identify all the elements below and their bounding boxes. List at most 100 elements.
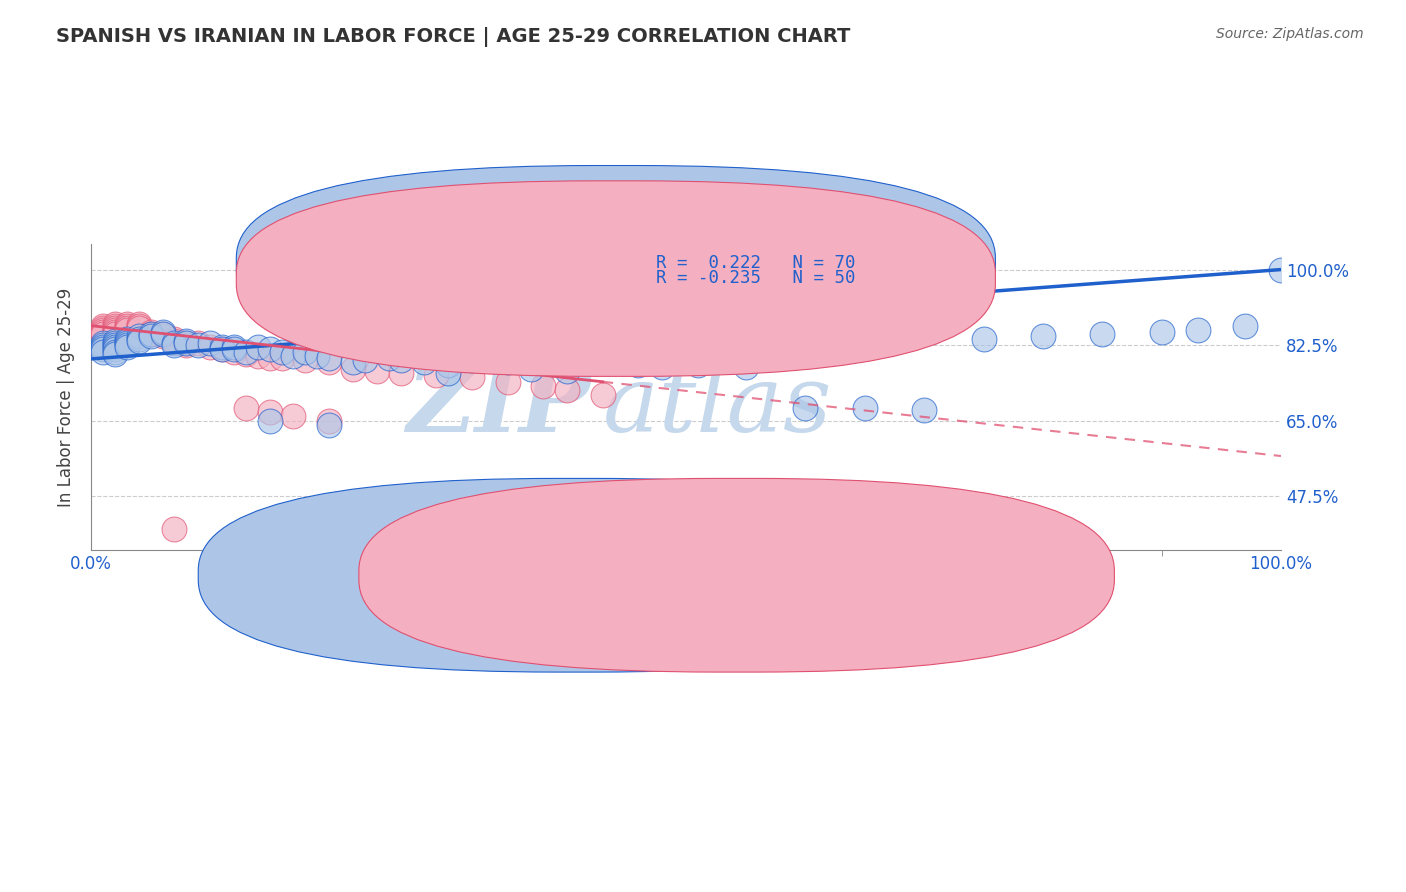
Point (104, 343, 127, 357)
Point (115, 340, 138, 354)
Point (91, 340, 114, 354)
Point (152, 329, 174, 343)
Point (91, 335, 114, 350)
Point (318, 351, 340, 365)
Point (342, 355, 364, 369)
Text: Source: ZipAtlas.com: Source: ZipAtlas.com (1216, 27, 1364, 41)
Point (115, 317, 138, 331)
Point (1150, 325, 1173, 339)
Point (389, 366, 412, 380)
Point (270, 351, 292, 365)
Point (318, 414, 340, 428)
Point (520, 361, 543, 376)
Point (973, 332, 995, 346)
Point (294, 353, 316, 368)
Point (91, 327, 114, 342)
Point (1032, 329, 1054, 343)
Point (128, 329, 150, 343)
FancyBboxPatch shape (198, 478, 953, 672)
Point (163, 338, 186, 352)
Y-axis label: In Labor Force | Age 25-29: In Labor Force | Age 25-29 (58, 287, 75, 507)
Point (176, 335, 198, 350)
Point (115, 318, 138, 333)
Point (259, 405, 281, 419)
Point (163, 522, 186, 536)
Point (555, 384, 578, 398)
Point (104, 334, 127, 348)
Point (104, 340, 127, 354)
Point (235, 344, 257, 359)
Point (91, 343, 114, 357)
Point (163, 332, 186, 346)
Point (531, 379, 554, 393)
Point (235, 401, 257, 415)
Point (555, 364, 578, 378)
Point (912, 402, 935, 417)
Point (104, 318, 127, 333)
Point (176, 338, 198, 352)
Point (222, 340, 245, 354)
Point (139, 327, 162, 342)
Text: atlas: atlas (603, 361, 832, 451)
Point (104, 344, 127, 359)
Point (1187, 323, 1209, 337)
Point (235, 347, 257, 361)
Point (734, 359, 756, 374)
Point (294, 344, 316, 359)
Point (104, 347, 127, 361)
Point (211, 340, 233, 354)
Point (115, 335, 138, 350)
Point (318, 417, 340, 432)
Point (425, 368, 447, 383)
Point (128, 334, 150, 348)
Text: SPANISH VS IRANIAN IN LABOR FORCE | AGE 25-29 CORRELATION CHART: SPANISH VS IRANIAN IN LABOR FORCE | AGE … (56, 27, 851, 46)
Point (128, 318, 150, 333)
Point (115, 323, 138, 337)
Point (437, 366, 460, 380)
Point (246, 349, 269, 363)
Point (115, 321, 138, 335)
Point (91, 338, 114, 352)
Point (222, 343, 245, 357)
Point (104, 327, 127, 342)
Point (152, 327, 174, 342)
Point (496, 355, 519, 369)
Point (283, 349, 305, 363)
Point (176, 335, 198, 350)
Point (139, 329, 162, 343)
Point (259, 414, 281, 428)
Point (461, 370, 484, 384)
Point (104, 338, 127, 352)
Point (104, 335, 127, 350)
Point (318, 355, 340, 369)
Point (389, 353, 412, 368)
Point (496, 375, 519, 389)
Point (222, 344, 245, 359)
Point (259, 351, 281, 365)
Text: R =  0.222   N = 70: R = 0.222 N = 70 (657, 254, 856, 272)
Point (1270, 262, 1292, 277)
Point (246, 340, 269, 354)
Point (283, 409, 305, 424)
FancyBboxPatch shape (236, 166, 995, 361)
Point (91, 344, 114, 359)
Point (115, 338, 138, 352)
Point (270, 344, 292, 359)
Point (91, 325, 114, 339)
FancyBboxPatch shape (236, 181, 995, 376)
FancyBboxPatch shape (359, 478, 1115, 672)
Point (353, 353, 375, 368)
Point (592, 355, 614, 369)
Point (1234, 318, 1257, 333)
Point (211, 343, 233, 357)
Point (437, 358, 460, 372)
Text: Iranians: Iranians (763, 567, 830, 585)
Point (104, 317, 127, 331)
Point (104, 321, 127, 335)
Point (91, 321, 114, 335)
Point (366, 364, 388, 378)
Point (115, 334, 138, 348)
Point (592, 388, 614, 402)
Point (163, 334, 186, 348)
Point (307, 349, 329, 363)
